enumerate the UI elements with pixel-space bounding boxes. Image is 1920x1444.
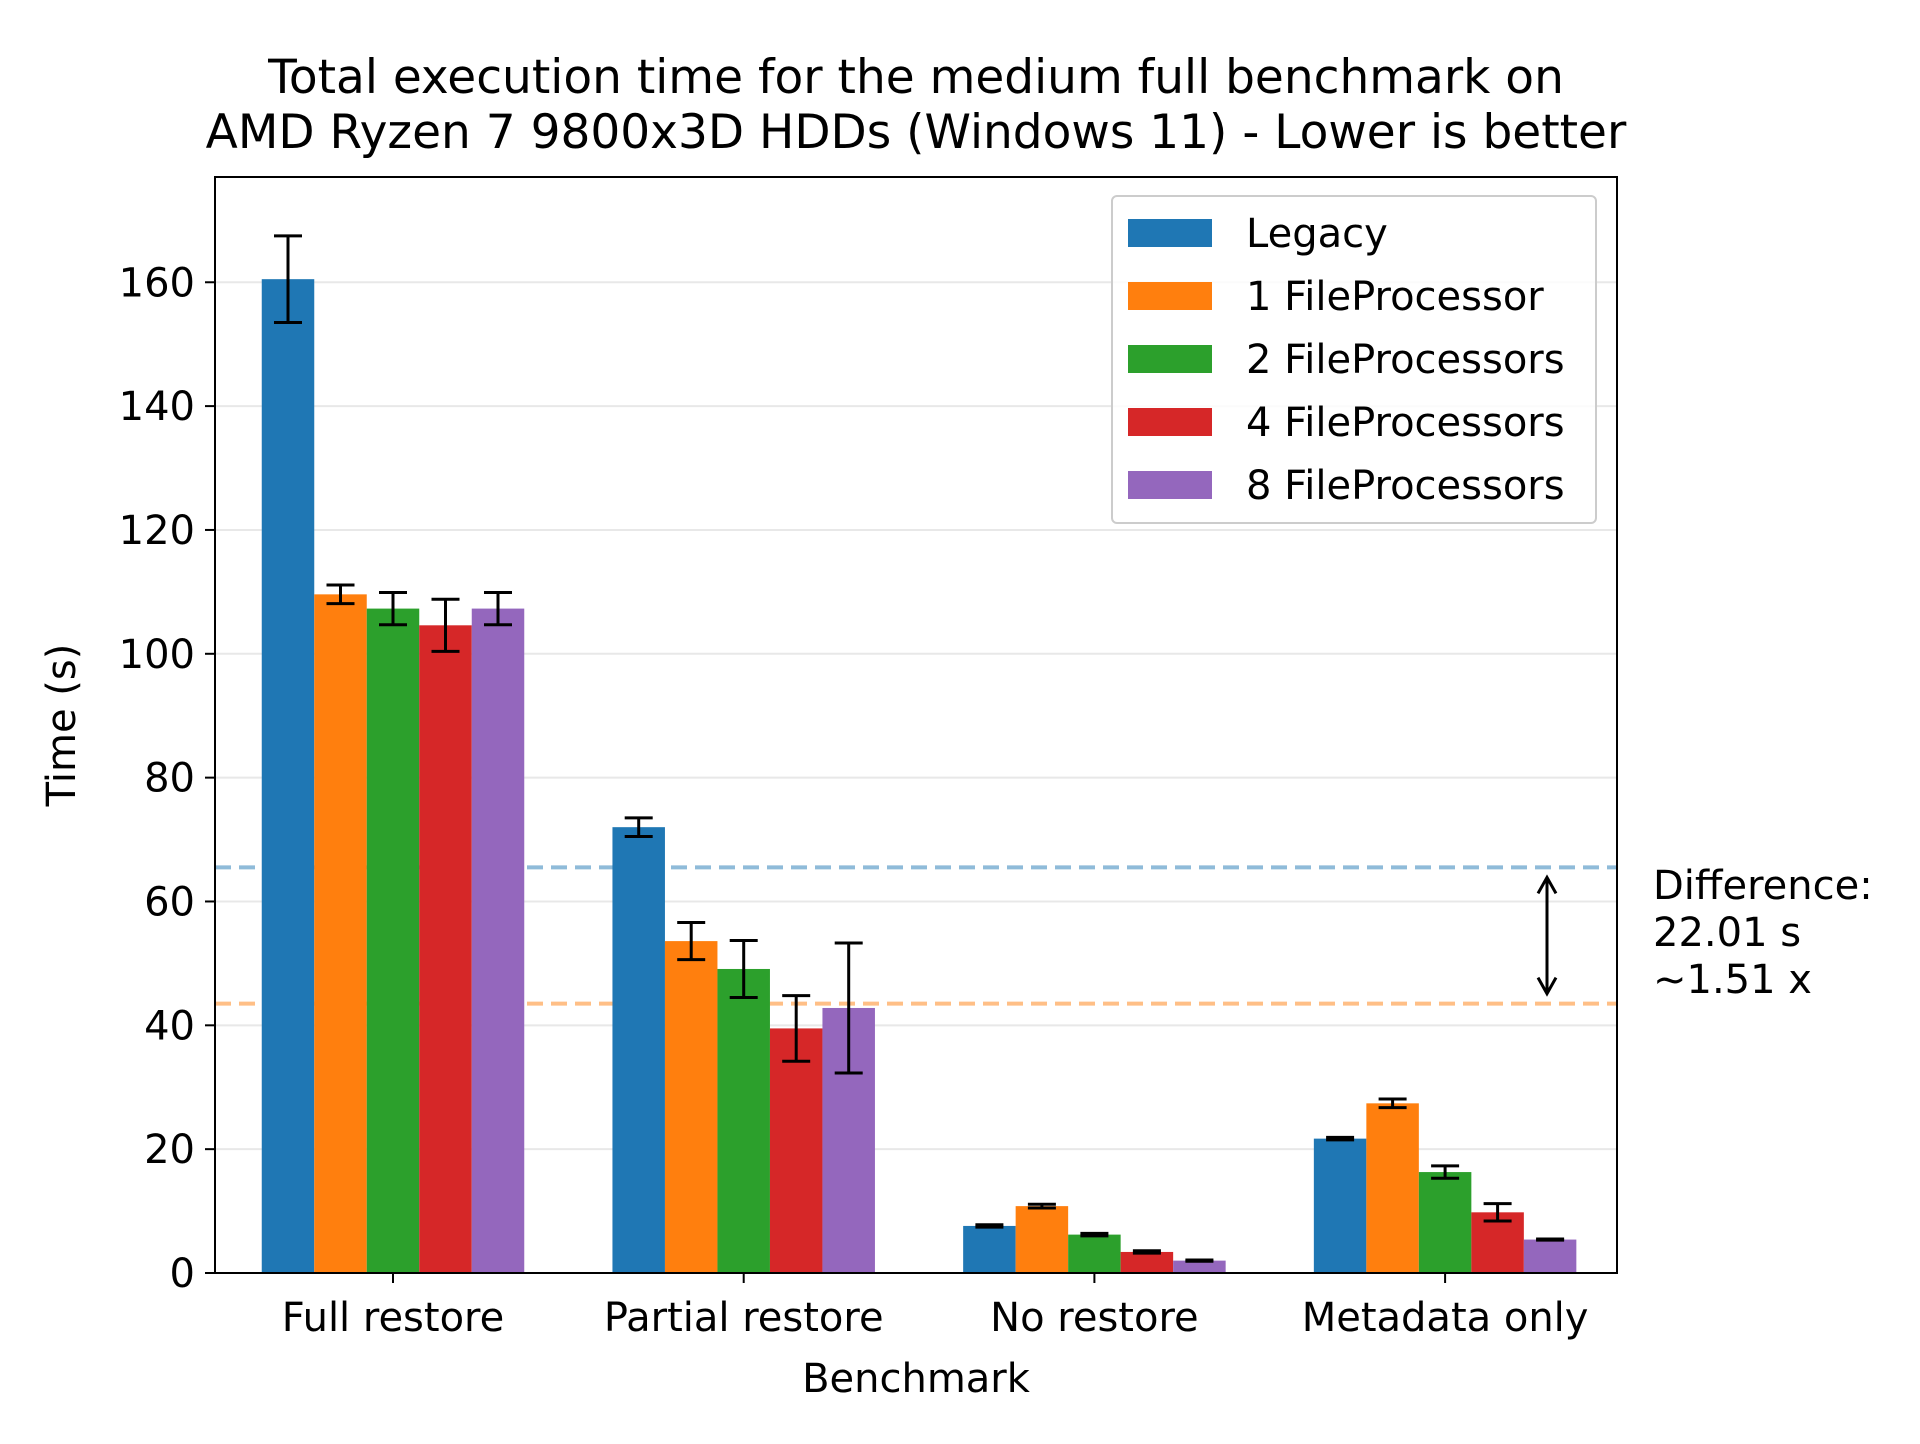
bar xyxy=(963,1225,1016,1273)
chart-title-line-1: Total execution time for the medium full… xyxy=(267,50,1564,105)
x-tick-label: Metadata only xyxy=(1302,1295,1589,1341)
plot-frame xyxy=(214,176,1618,1274)
annotation-line-1: Difference: xyxy=(1653,863,1873,909)
y-axis-label: Time (s) xyxy=(39,644,85,808)
x-tick-label: Partial restore xyxy=(604,1295,884,1341)
bar xyxy=(664,941,718,1273)
annotation-line-3: ~1.51 x xyxy=(1653,957,1812,1003)
y-tick-label: 120 xyxy=(119,508,195,554)
bar xyxy=(1068,1234,1121,1273)
bar xyxy=(1418,1172,1472,1273)
legend-swatch xyxy=(1128,282,1212,310)
chart-title-line-2: AMD Ryzen 7 9800x3D HDDs (Windows 11) - … xyxy=(206,105,1627,160)
bar xyxy=(261,279,315,1273)
legend-label: 8 FileProcessors xyxy=(1246,463,1565,509)
legend: Legacy 1 FileProcessor 2 FileProcessors 4 F… xyxy=(1111,195,1597,524)
legend-label: 1 FileProcessor xyxy=(1246,274,1544,320)
bars xyxy=(261,279,1577,1273)
bar xyxy=(366,608,420,1273)
bar xyxy=(1366,1103,1419,1273)
bar xyxy=(419,625,472,1273)
y-tick-label: 0 xyxy=(170,1251,195,1297)
y-tick-label: 100 xyxy=(119,632,195,678)
y-tick-label: 140 xyxy=(119,384,195,430)
annotation-line-2: 22.01 s xyxy=(1653,910,1801,956)
y-tick-label: 80 xyxy=(144,756,195,802)
bar xyxy=(1015,1206,1069,1273)
y-tick-label: 160 xyxy=(119,260,195,306)
x-axis-ticks: Full restore Partial restore No restore Met… xyxy=(282,1273,1589,1341)
legend-swatch xyxy=(1128,219,1212,247)
legend-box xyxy=(1111,195,1597,524)
bar xyxy=(1523,1239,1577,1273)
x-tick-label: Full restore xyxy=(282,1295,504,1341)
x-axis-label: Benchmark xyxy=(802,1356,1031,1402)
arrowhead-up-icon xyxy=(1536,874,1558,895)
legend-swatch xyxy=(1128,471,1212,499)
y-axis-ticks: 0 20 40 60 80 100 120 140 160 xyxy=(119,260,215,1297)
legend-label: 2 FileProcessors xyxy=(1246,337,1565,383)
error-bars xyxy=(274,234,1565,1263)
legend-swatch xyxy=(1128,345,1212,373)
bar xyxy=(471,608,525,1273)
arrowhead-down-icon xyxy=(1536,976,1558,997)
legend-swatch xyxy=(1128,408,1212,436)
legend-label: Legacy xyxy=(1246,211,1388,257)
x-tick-label: No restore xyxy=(990,1295,1198,1341)
y-tick-label: 40 xyxy=(144,1003,195,1049)
difference-annotation: Difference: 22.01 s ~1.51 x xyxy=(1536,863,1873,1003)
bar xyxy=(769,1028,823,1273)
y-tick-label: 60 xyxy=(144,879,195,925)
bar xyxy=(1173,1260,1226,1273)
bar xyxy=(314,594,367,1273)
reference-lines xyxy=(215,865,1617,1006)
bar xyxy=(1120,1251,1174,1273)
y-tick-label: 20 xyxy=(144,1127,195,1173)
bar xyxy=(717,968,770,1273)
bar xyxy=(1313,1138,1367,1273)
legend-label: 4 FileProcessors xyxy=(1246,400,1565,446)
bar xyxy=(612,827,665,1273)
